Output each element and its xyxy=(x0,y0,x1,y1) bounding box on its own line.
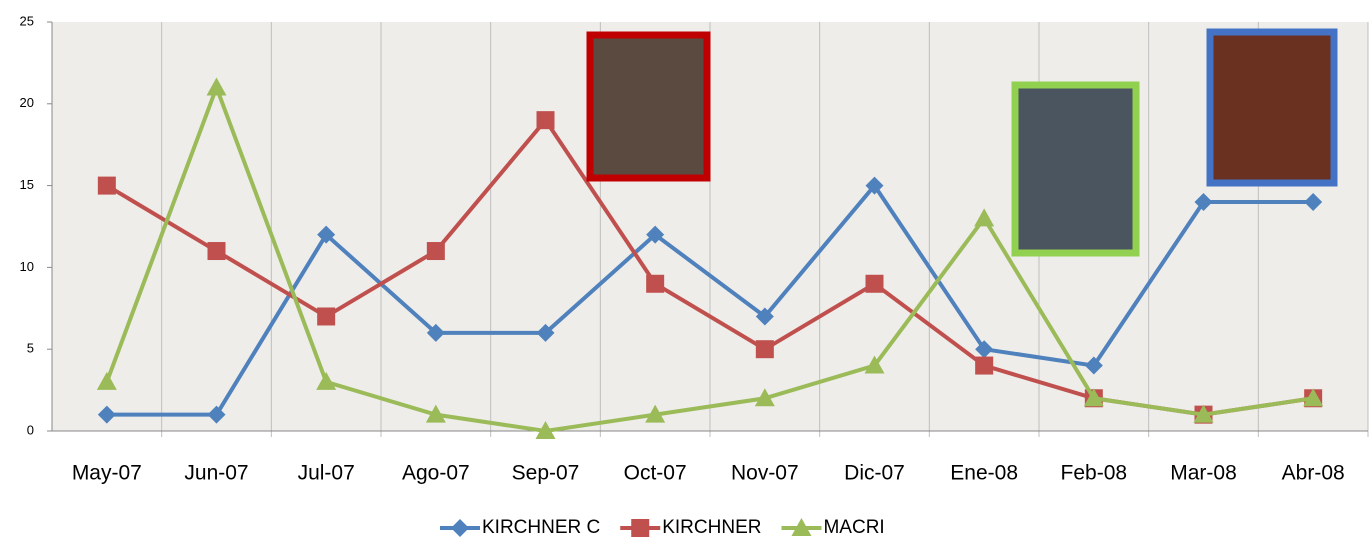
y-tick-label: 0 xyxy=(27,422,34,437)
photo xyxy=(1210,32,1334,183)
legend-label: MACRI xyxy=(823,517,884,538)
x-tick-label: May-07 xyxy=(72,462,142,485)
marker xyxy=(427,242,445,260)
x-tick-label: Abr-08 xyxy=(1282,462,1345,485)
x-tick-label: Dic-07 xyxy=(844,462,905,485)
photo xyxy=(590,35,707,178)
legend-label: KIRCHNER C xyxy=(482,517,600,538)
marker xyxy=(866,275,884,293)
marker xyxy=(208,242,226,260)
x-tick-label: Feb-08 xyxy=(1061,462,1128,485)
y-tick-label: 25 xyxy=(20,13,34,28)
x-tick-label: Mar-08 xyxy=(1170,462,1237,485)
x-tick-label: Jun-07 xyxy=(184,462,248,485)
y-tick-label: 20 xyxy=(20,95,34,110)
marker xyxy=(98,177,116,195)
marker xyxy=(451,519,469,537)
marker xyxy=(631,519,649,537)
y-tick-label: 5 xyxy=(27,341,34,356)
x-tick-label: Ago-07 xyxy=(402,462,470,485)
legend-label: KIRCHNER xyxy=(662,517,761,538)
chart: 0 5 10 15 20 25 May-07 Jun-07 Jul-07 Ago-07 Sep-07… xyxy=(0,0,1369,549)
x-tick-label: Oct-07 xyxy=(624,462,687,485)
marker xyxy=(646,275,664,293)
x-tick-label: Sep-07 xyxy=(512,462,580,485)
y-tick-label: 10 xyxy=(20,259,34,274)
marker xyxy=(537,111,555,129)
marker xyxy=(756,340,774,358)
y-tick-label: 15 xyxy=(20,177,34,192)
x-tick-label: Ene-08 xyxy=(950,462,1018,485)
marker xyxy=(975,357,993,375)
marker xyxy=(317,307,335,325)
photo xyxy=(1015,85,1136,253)
x-tick-label: Jul-07 xyxy=(298,462,355,485)
x-tick-label: Nov-07 xyxy=(731,462,799,485)
